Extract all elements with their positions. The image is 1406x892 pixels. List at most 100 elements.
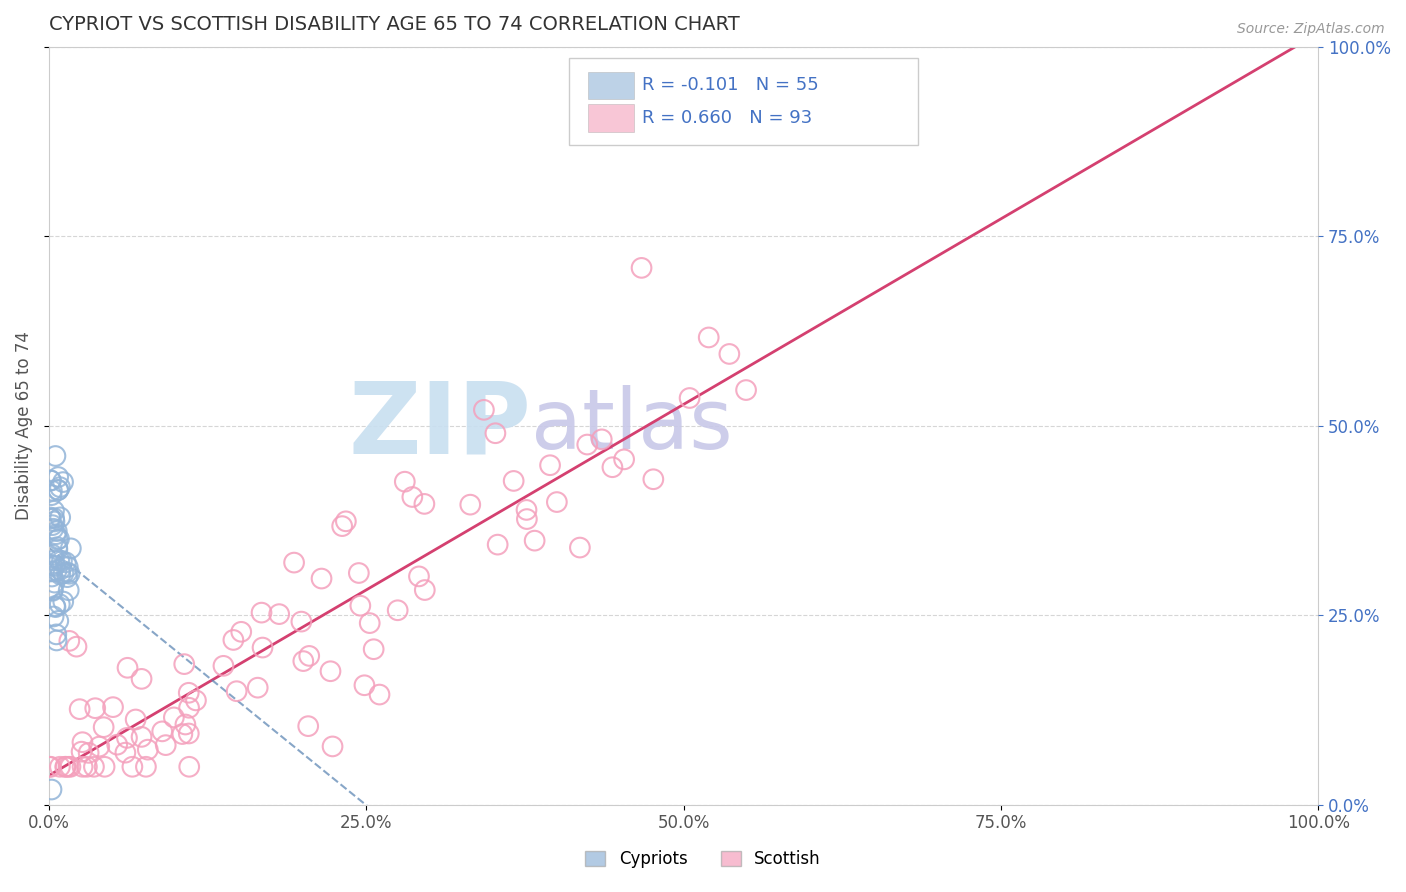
- Point: [41, 558, 63, 573]
- Point: [46, 470, 69, 484]
- Point: [131, 672, 153, 686]
- FancyBboxPatch shape: [589, 104, 634, 131]
- Point: [70, 745, 93, 759]
- Point: [177, 726, 200, 740]
- Point: [697, 330, 720, 344]
- Point: [630, 260, 652, 275]
- Point: [172, 727, 194, 741]
- Point: [368, 688, 391, 702]
- Text: Source: ZipAtlas.com: Source: ZipAtlas.com: [1237, 22, 1385, 37]
- Point: [718, 347, 741, 361]
- Point: [408, 569, 430, 583]
- Point: [177, 686, 200, 700]
- Point: [46, 533, 69, 547]
- Point: [55, 555, 77, 569]
- Point: [359, 616, 381, 631]
- Point: [523, 533, 546, 548]
- Point: [58, 633, 80, 648]
- Point: [41, 488, 63, 502]
- Point: [41, 569, 63, 583]
- Point: [48, 532, 70, 546]
- Point: [546, 495, 568, 509]
- Point: [184, 693, 207, 707]
- Point: [44, 558, 66, 573]
- Point: [46, 542, 69, 557]
- Point: [58, 566, 80, 581]
- Point: [502, 474, 524, 488]
- Text: ZIP: ZIP: [349, 377, 531, 475]
- Y-axis label: Disability Age 65 to 74: Disability Age 65 to 74: [15, 331, 32, 520]
- Point: [538, 458, 561, 473]
- Text: R = 0.660   N = 93: R = 0.660 N = 93: [641, 109, 813, 127]
- Point: [41, 548, 63, 562]
- Point: [163, 710, 186, 724]
- Point: [41, 483, 63, 498]
- Point: [212, 658, 235, 673]
- Point: [49, 567, 72, 582]
- Point: [231, 624, 253, 639]
- Point: [49, 597, 72, 611]
- Point: [353, 678, 375, 692]
- Point: [51, 554, 73, 568]
- Point: [576, 437, 599, 451]
- FancyBboxPatch shape: [569, 58, 918, 145]
- Point: [84, 701, 107, 715]
- Point: [349, 599, 371, 613]
- Point: [38, 760, 60, 774]
- Point: [121, 760, 143, 774]
- Point: [42, 504, 65, 518]
- Point: [89, 739, 111, 754]
- Point: [678, 391, 700, 405]
- Point: [83, 760, 105, 774]
- Text: CYPRIOT VS SCOTTISH DISABILITY AGE 65 TO 74 CORRELATION CHART: CYPRIOT VS SCOTTISH DISABILITY AGE 65 TO…: [49, 15, 740, 34]
- Point: [58, 583, 80, 598]
- Point: [42, 522, 65, 536]
- Point: [44, 575, 66, 590]
- Point: [283, 556, 305, 570]
- Point: [46, 540, 69, 554]
- Point: [45, 627, 67, 641]
- Point: [516, 512, 538, 526]
- Point: [486, 538, 509, 552]
- Point: [401, 490, 423, 504]
- Point: [49, 563, 72, 577]
- Point: [58, 760, 80, 774]
- Point: [72, 735, 94, 749]
- Point: [42, 553, 65, 567]
- Point: [246, 681, 269, 695]
- Point: [515, 503, 537, 517]
- Point: [484, 426, 506, 441]
- Point: [335, 514, 357, 528]
- Point: [319, 665, 342, 679]
- Point: [136, 742, 159, 756]
- Point: [44, 449, 66, 463]
- Point: [49, 760, 72, 774]
- Point: [472, 402, 495, 417]
- Point: [173, 657, 195, 672]
- Point: [56, 560, 79, 574]
- Point: [45, 633, 67, 648]
- Point: [297, 719, 319, 733]
- Point: [322, 739, 344, 754]
- Point: [114, 746, 136, 760]
- Point: [177, 700, 200, 714]
- Point: [42, 582, 65, 597]
- Point: [56, 570, 79, 584]
- Point: [250, 606, 273, 620]
- Point: [135, 760, 157, 774]
- Point: [225, 684, 247, 698]
- Point: [330, 519, 353, 533]
- Point: [413, 497, 436, 511]
- Point: [363, 642, 385, 657]
- Point: [568, 541, 591, 555]
- Point: [44, 515, 66, 529]
- Point: [117, 661, 139, 675]
- Point: [45, 564, 67, 578]
- Point: [44, 599, 66, 613]
- Point: [49, 510, 72, 524]
- Point: [269, 607, 291, 621]
- Point: [115, 731, 138, 745]
- Point: [394, 475, 416, 489]
- Point: [56, 566, 79, 580]
- Point: [49, 480, 72, 494]
